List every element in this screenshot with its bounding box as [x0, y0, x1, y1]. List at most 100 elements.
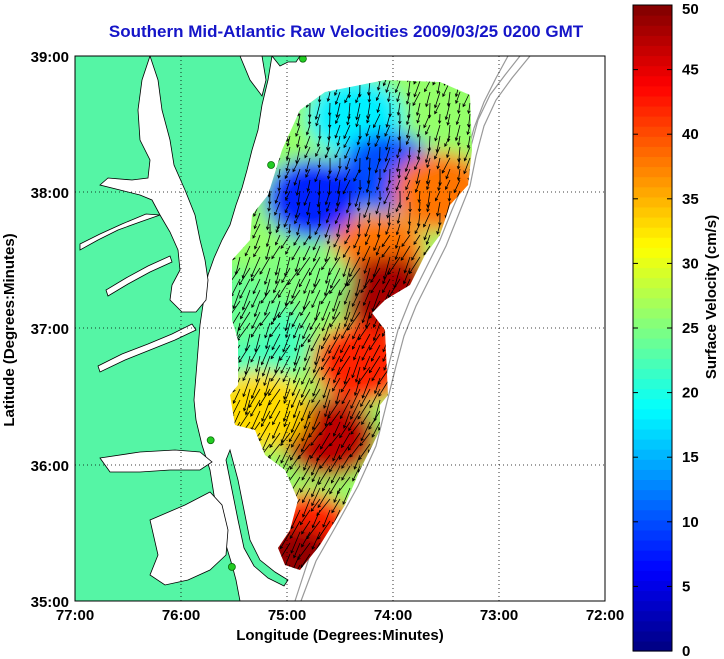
- colorbar-step: [633, 5, 672, 16]
- current-arrow: [264, 278, 271, 297]
- colorbar-step: [633, 216, 672, 228]
- current-arrow: [363, 201, 371, 219]
- current-arrow: [326, 135, 331, 151]
- current-arrow: [252, 278, 261, 295]
- current-arrow: [361, 300, 371, 324]
- current-arrow: [272, 421, 281, 439]
- current-arrow: [277, 179, 281, 192]
- colorbar-tick-label: 10: [682, 514, 699, 531]
- current-arrow: [314, 102, 321, 121]
- colorbar-step: [633, 489, 672, 501]
- current-arrow: [294, 212, 301, 225]
- colorbar-step: [633, 529, 672, 541]
- current-arrow: [301, 421, 311, 442]
- current-arrow: [456, 157, 461, 170]
- current-arrow: [406, 80, 411, 83]
- current-arrow: [269, 399, 281, 420]
- potomac-river: [79, 213, 161, 251]
- current-arrow: [306, 201, 311, 216]
- current-arrow: [355, 91, 361, 104]
- current-arrow: [270, 366, 281, 382]
- current-arrow: [290, 443, 301, 461]
- current-arrow: [310, 366, 321, 385]
- current-arrow: [376, 102, 381, 114]
- x-axis: 77:00 76:00 75:00 74:00 73:00 72:00 Long…: [56, 607, 624, 644]
- current-arrow: [321, 256, 331, 271]
- current-arrow: [310, 432, 321, 446]
- current-arrow: [363, 267, 371, 290]
- current-arrow: [300, 388, 311, 406]
- current-arrow: [255, 366, 261, 383]
- current-arrow: [413, 234, 421, 245]
- current-arrow: [332, 300, 341, 321]
- current-arrow: [381, 234, 391, 248]
- current-arrow: [355, 113, 361, 128]
- current-arrow: [293, 542, 301, 559]
- current-arrow: [463, 146, 471, 162]
- current-arrow: [351, 355, 361, 379]
- current-arrow: [334, 245, 341, 262]
- colorbar-tick-label: 35: [682, 191, 699, 208]
- current-arrow: [302, 245, 311, 261]
- current-arrow: [311, 531, 321, 550]
- current-arrow: [351, 333, 361, 350]
- current-arrow: [454, 124, 461, 142]
- current-arrow: [404, 168, 411, 181]
- current-arrow: [394, 80, 401, 94]
- current-arrow: [250, 377, 261, 400]
- current-arrow: [325, 267, 331, 285]
- current-arrow: [329, 278, 341, 295]
- current-arrow: [353, 234, 361, 249]
- current-arrow: [296, 256, 311, 277]
- current-arrow: [314, 344, 321, 366]
- current-arrow: [319, 421, 331, 436]
- current-arrow: [327, 102, 332, 117]
- colorbar-step: [633, 166, 672, 178]
- current-arrow: [232, 388, 241, 404]
- current-arrow: [385, 179, 391, 192]
- current-arrow: [324, 278, 331, 297]
- current-arrow: [263, 267, 271, 285]
- current-arrow: [396, 80, 401, 82]
- current-arrow: [311, 465, 321, 483]
- current-arrow: [292, 366, 301, 384]
- current-arrow: [416, 146, 421, 161]
- current-arrow: [341, 454, 351, 469]
- current-arrow: [280, 432, 291, 447]
- current-arrow: [360, 421, 371, 442]
- current-arrow: [334, 168, 341, 182]
- current-arrow: [408, 201, 412, 213]
- current-arrow: [250, 267, 261, 282]
- plot-area: 77:00 76:00 75:00 74:00 73:00 72:00 Long…: [1, 49, 624, 644]
- current-arrow: [405, 91, 411, 105]
- colorbar-step: [633, 560, 672, 571]
- current-arrow: [353, 454, 361, 470]
- y-tick-label: 38:00: [31, 185, 69, 202]
- current-arrow: [264, 322, 271, 339]
- current-arrow: [283, 212, 291, 228]
- current-arrow: [396, 212, 401, 225]
- current-arrow: [370, 278, 381, 294]
- colorbar-step: [633, 186, 672, 198]
- current-arrow: [314, 223, 321, 236]
- current-arrow: [321, 366, 331, 381]
- current-arrow: [250, 399, 261, 417]
- current-arrow: [311, 509, 321, 529]
- y-tick-label: 36:00: [31, 458, 69, 475]
- current-arrow: [370, 267, 381, 283]
- colorbar-ticks: 0 5 10 15 20 25 30 35 40 45 50: [633, 1, 699, 659]
- current-arrow: [344, 146, 351, 159]
- current-arrow: [314, 168, 321, 183]
- current-arrow: [437, 179, 441, 192]
- current-arrow: [376, 223, 381, 239]
- current-arrow: [343, 135, 351, 149]
- current-arrow: [253, 212, 261, 230]
- current-arrow: [383, 190, 391, 205]
- colorbar-label: Surface Velocity (cm/s): [703, 215, 720, 379]
- current-arrow: [339, 278, 351, 296]
- y-tick-label: 35:00: [31, 594, 69, 611]
- current-arrow: [365, 124, 371, 137]
- current-arrow: [268, 223, 272, 236]
- current-arrow: [312, 355, 321, 374]
- current-arrow: [405, 190, 411, 201]
